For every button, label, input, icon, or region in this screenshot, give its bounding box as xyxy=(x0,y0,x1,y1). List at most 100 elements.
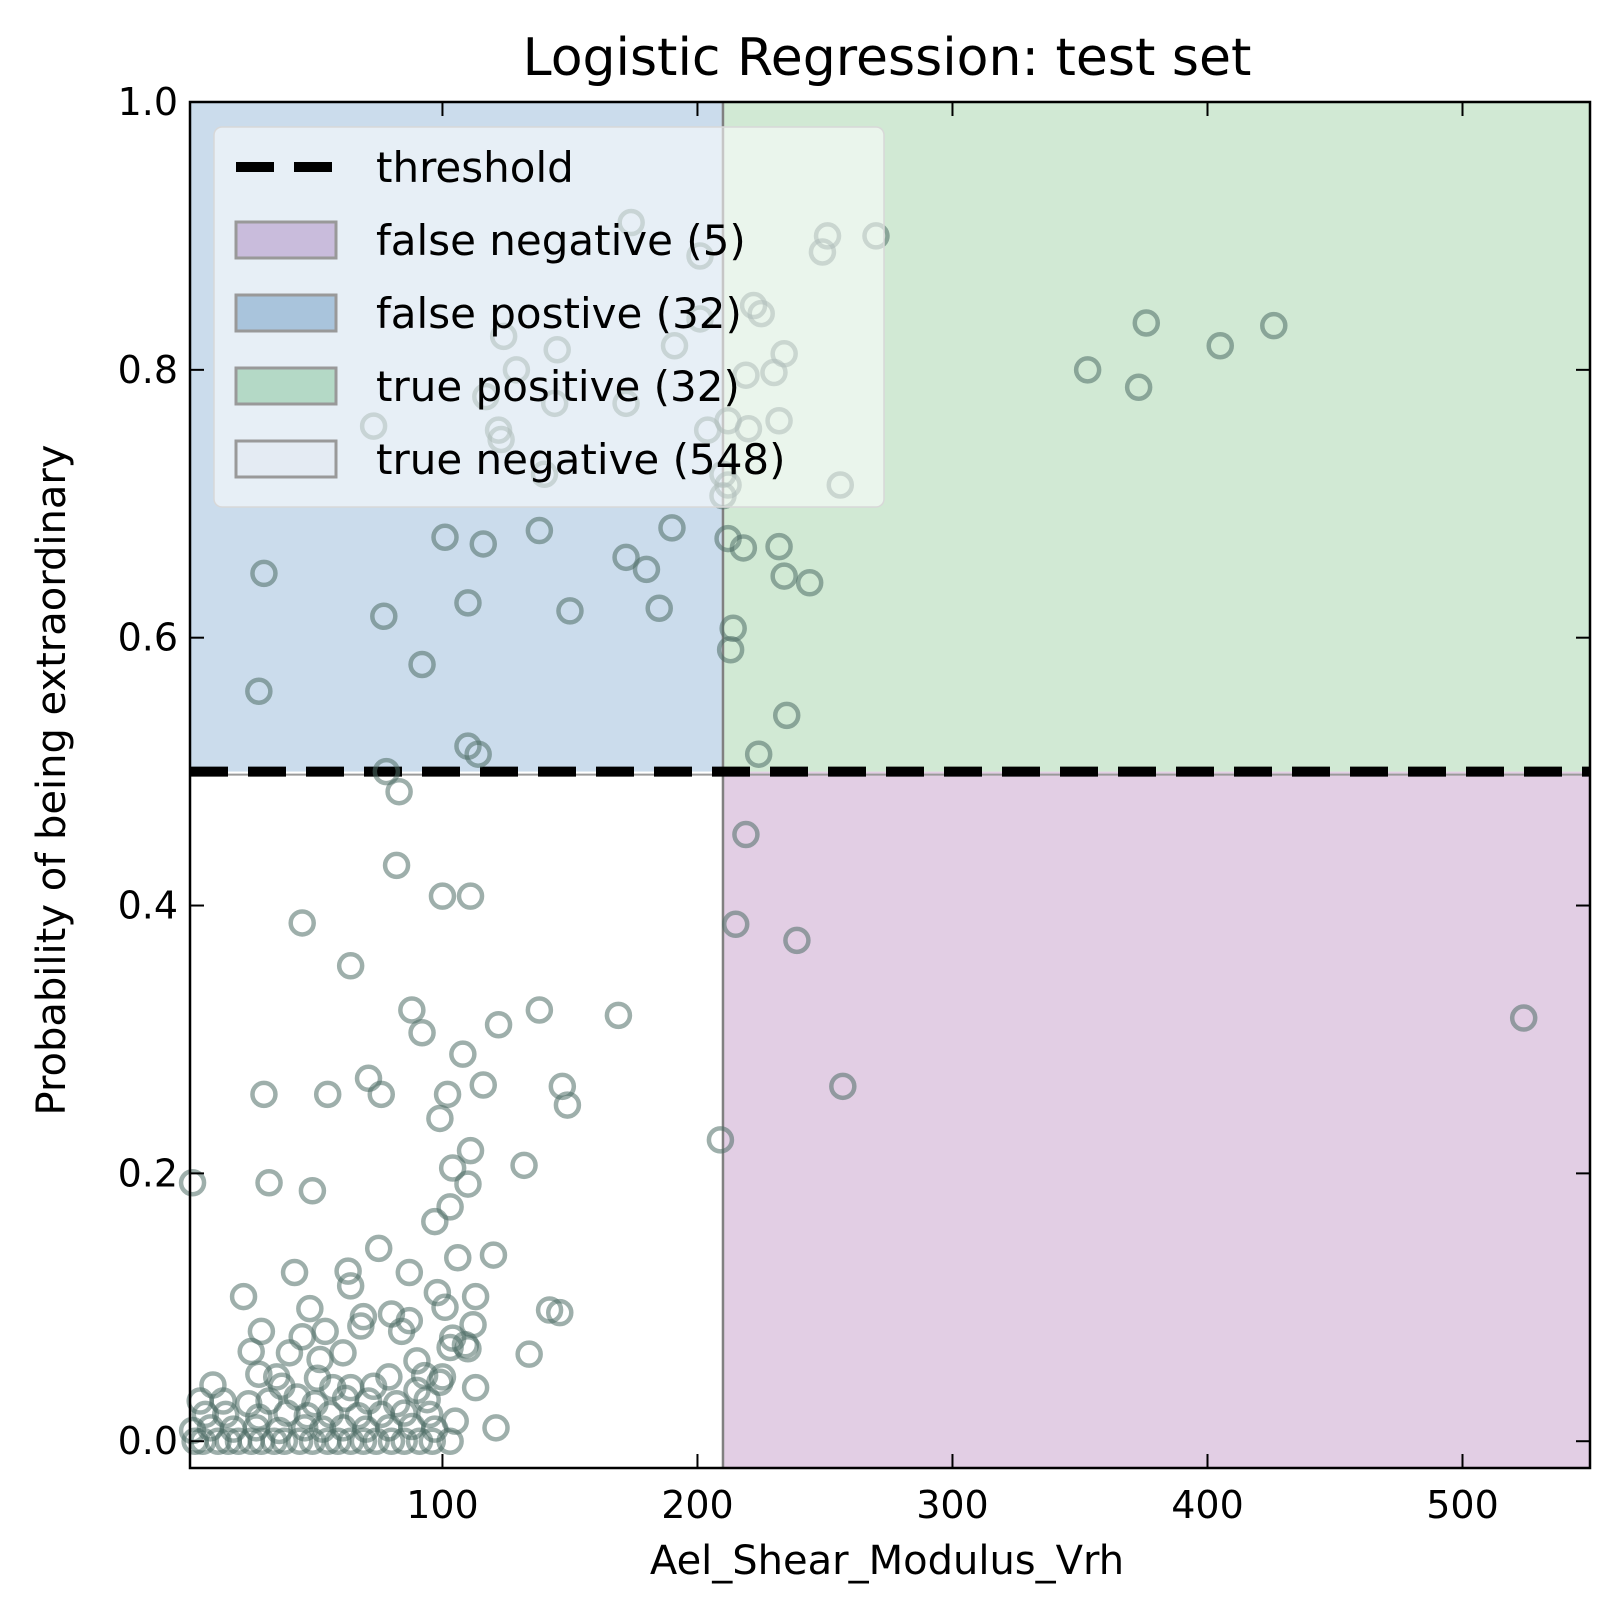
data-point xyxy=(612,543,640,572)
x-tick-label: 100 xyxy=(406,1483,479,1527)
data-point xyxy=(433,1080,462,1109)
data-point xyxy=(525,996,554,1024)
data-point xyxy=(431,523,459,551)
plot-frame xyxy=(188,100,1592,1470)
data-point xyxy=(1124,373,1153,402)
y-tick-label: 0.6 xyxy=(118,616,178,660)
data-point xyxy=(291,1414,319,1442)
data-point xyxy=(729,534,758,562)
data-point xyxy=(553,1091,582,1119)
data-point xyxy=(395,1258,424,1287)
legend-swatch xyxy=(234,220,338,260)
legend-label: true negative (548) xyxy=(376,435,786,484)
data-point xyxy=(438,1154,467,1182)
y-tick-label: 0.4 xyxy=(118,884,178,928)
data-point xyxy=(783,926,811,955)
x-tick-label: 300 xyxy=(916,1483,989,1527)
data-point xyxy=(1132,309,1161,337)
y-axis-label: Probability of being extraordinary xyxy=(29,445,75,1116)
legend-swatch xyxy=(234,439,338,479)
data-point xyxy=(385,777,413,806)
data-point xyxy=(250,1080,278,1109)
x-tick-label: 400 xyxy=(1171,1483,1244,1527)
data-point xyxy=(387,1317,416,1346)
legend-label: true positive (32) xyxy=(376,362,740,411)
data-point xyxy=(632,555,661,584)
data-point xyxy=(347,1312,375,1340)
data-point xyxy=(390,1399,418,1427)
data-point xyxy=(421,1207,449,1236)
data-point xyxy=(469,1071,498,1099)
data-point xyxy=(1509,1004,1538,1032)
data-point xyxy=(324,1427,352,1455)
data-point xyxy=(245,1360,273,1389)
data-point xyxy=(436,1333,464,1362)
y-tick-label: 0.8 xyxy=(118,348,178,392)
data-point xyxy=(390,1427,418,1455)
data-point xyxy=(436,1427,464,1455)
data-point xyxy=(370,602,398,631)
data-point xyxy=(364,1234,393,1263)
legend-label: threshold xyxy=(376,143,574,192)
data-point xyxy=(454,1170,482,1198)
legend-swatch xyxy=(234,366,338,406)
data-point xyxy=(408,1019,436,1047)
data-point xyxy=(721,910,750,939)
data-point xyxy=(211,1400,240,1429)
data-point xyxy=(362,1427,390,1455)
data-point xyxy=(716,635,745,664)
data-point xyxy=(1260,311,1288,340)
data-point xyxy=(525,516,554,545)
y-tick-label: 1.0 xyxy=(118,80,178,124)
data-point xyxy=(413,1385,441,1414)
data-point xyxy=(408,650,436,679)
legend-swatch xyxy=(234,293,338,333)
data-point xyxy=(209,1387,237,1415)
data-point xyxy=(765,532,793,561)
x-tick-label: 200 xyxy=(661,1483,734,1527)
data-point xyxy=(367,1080,396,1109)
data-point xyxy=(306,1345,334,1374)
data-point xyxy=(604,1001,633,1030)
y-tick-label: 0.0 xyxy=(118,1419,178,1463)
x-axis-label: Ael_Shear_Modulus_Vrh xyxy=(650,1538,1124,1584)
data-point xyxy=(260,1427,288,1455)
data-point xyxy=(349,1427,378,1455)
legend-label: false postive (32) xyxy=(376,289,742,338)
data-point xyxy=(403,1347,431,1375)
data-point xyxy=(270,1427,299,1455)
data-point xyxy=(418,1427,447,1455)
legend-box xyxy=(213,126,885,508)
data-point xyxy=(461,1373,490,1402)
chart-title: Logistic Regression: test set xyxy=(523,28,1252,88)
data-point xyxy=(313,1080,342,1109)
data-point xyxy=(423,1278,452,1307)
data-point xyxy=(377,1427,406,1455)
data-point xyxy=(546,1298,574,1327)
data-point xyxy=(515,1340,543,1368)
data-point xyxy=(431,1293,459,1322)
data-point xyxy=(482,1414,510,1442)
data-point xyxy=(706,1126,735,1154)
data-point xyxy=(405,1427,434,1455)
data-point xyxy=(359,1372,388,1401)
region-false-negative xyxy=(722,771,1590,1468)
data-point xyxy=(444,1243,472,1272)
data-point xyxy=(548,1072,577,1101)
data-point xyxy=(454,1335,482,1363)
data-point xyxy=(658,514,686,542)
data-point xyxy=(556,597,584,625)
data-point xyxy=(449,1040,477,1068)
data-point xyxy=(296,1294,324,1323)
data-point xyxy=(382,851,411,880)
data-point xyxy=(484,1010,513,1039)
y-tick-label: 0.2 xyxy=(118,1151,178,1195)
data-point xyxy=(770,562,798,590)
data-point xyxy=(510,1151,538,1180)
data-point xyxy=(428,882,457,910)
data-point xyxy=(1073,356,1102,384)
data-point xyxy=(285,1427,314,1455)
data-point xyxy=(275,1339,304,1367)
data-point xyxy=(428,1363,457,1391)
